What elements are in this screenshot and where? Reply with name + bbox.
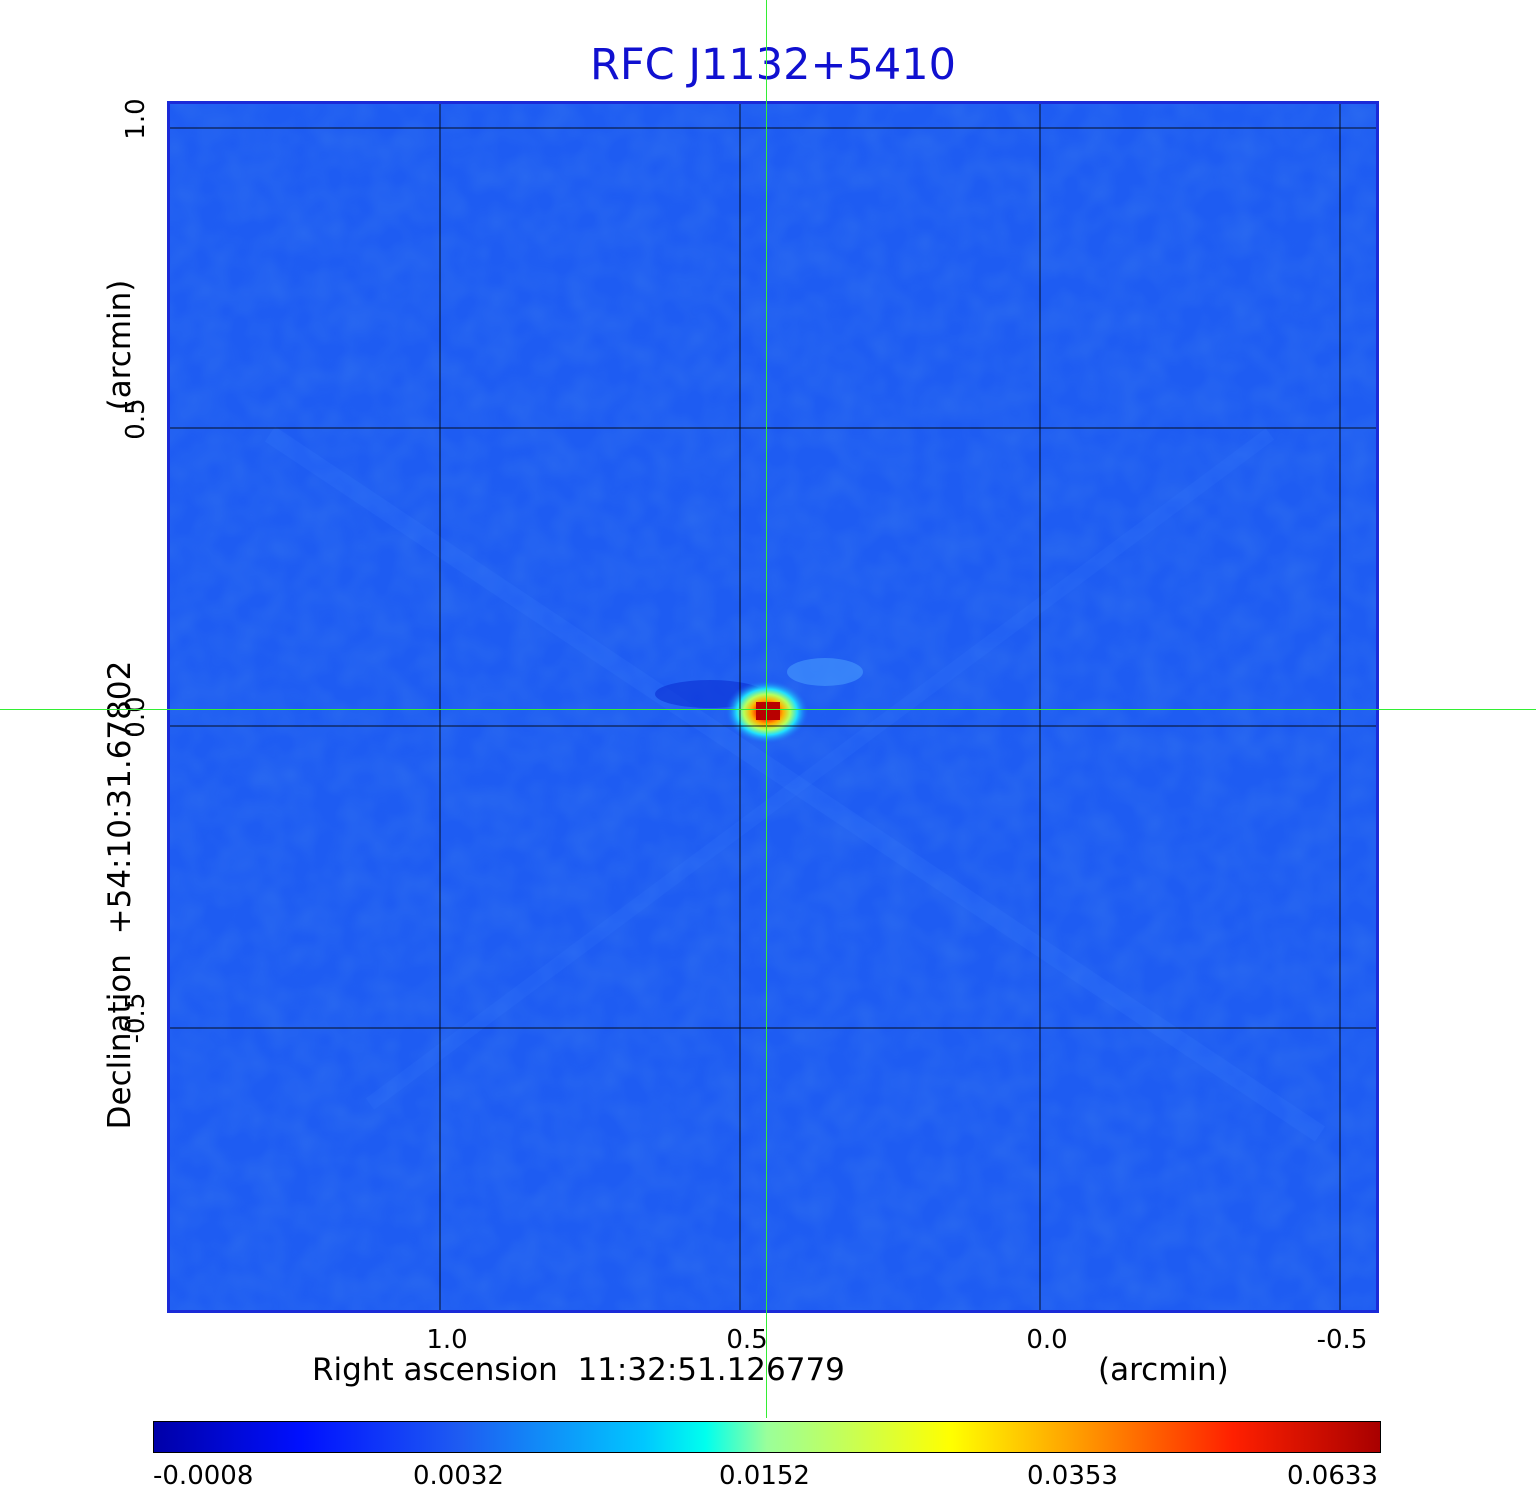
radio-intensity-map: [170, 104, 1376, 1310]
sidelobe-streak: [365, 428, 1275, 1110]
sidelobe-streak: [265, 426, 1325, 1142]
y-axis-unit: (arcmin): [102, 279, 138, 411]
crosshair-horizontal: [0, 709, 1536, 710]
colorbar: [153, 1421, 1381, 1453]
colorbar-tick-label: 0.0353: [1027, 1461, 1118, 1491]
bright-sidelobe: [787, 658, 863, 686]
x-tick-label: -0.5: [1316, 1325, 1368, 1355]
y-tick-label: 1.0: [121, 98, 151, 140]
x-tick-label: 1.0: [426, 1325, 468, 1355]
colorbar-tick-label: -0.0008: [153, 1461, 254, 1491]
x-axis-unit: (arcmin): [1098, 1352, 1229, 1388]
colorbar-tick-label: 0.0032: [413, 1461, 504, 1491]
y-axis-label: Declination +54:10:31.67802: [102, 660, 138, 1130]
x-tick-label: 0.5: [726, 1325, 768, 1355]
coordinate-grid: [170, 104, 1376, 1310]
colorbar-tick-label: 0.0633: [1287, 1461, 1378, 1491]
colorbar-tick-label: 0.0152: [719, 1461, 810, 1491]
source-peak: [756, 702, 780, 720]
radio-image-frame[interactable]: [167, 101, 1379, 1313]
x-axis-label: Right ascension 11:32:51.126779: [312, 1352, 845, 1388]
x-tick-label: 0.0: [1026, 1325, 1068, 1355]
image-title: RFC J1132+5410: [590, 40, 956, 90]
